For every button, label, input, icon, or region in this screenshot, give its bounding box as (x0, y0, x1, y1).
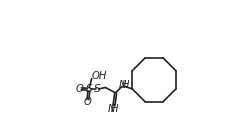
Text: N: N (119, 80, 126, 91)
Text: S: S (94, 84, 101, 94)
Text: OH: OH (92, 71, 107, 81)
Text: N: N (107, 104, 115, 114)
Text: H: H (122, 80, 129, 91)
Text: O: O (76, 84, 83, 94)
Text: S: S (86, 84, 92, 94)
Text: H: H (111, 104, 119, 114)
Text: O: O (84, 97, 92, 107)
